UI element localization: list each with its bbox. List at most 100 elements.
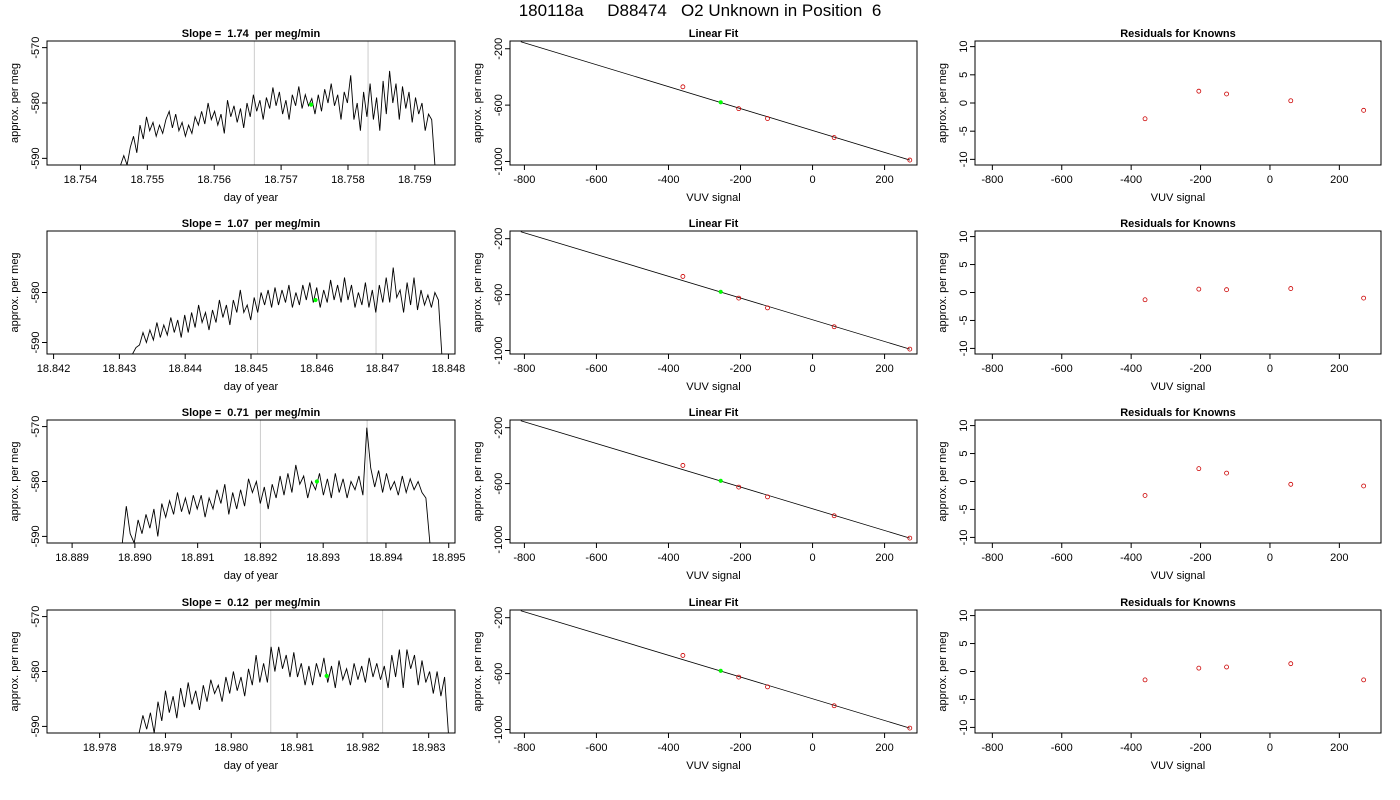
y-tick-label: 5 [958,72,970,78]
y-tick-label: -200 [493,38,505,60]
x-tick-label: -600 [585,552,607,564]
plot-frame [46,419,456,544]
data-point [736,106,742,112]
x-tick-label: 0 [1267,363,1273,375]
x-axis-label: VUV signal [1151,760,1205,772]
data-point [1142,493,1148,498]
panel-title: Residuals for Knowns [1120,597,1236,609]
y-axis-label: approx. per meg [9,441,21,521]
data-point [680,84,686,90]
data-point [907,725,913,731]
panel-2-2: -800 -600 -400 -200 0 200 -10 -5 0 5 10 Residuals f… [937,407,1382,582]
data-point [680,274,686,279]
panel-3-1: -800 -600 -400 -200 0 200 -1000 -600 -200 Linear … [472,597,918,772]
y-tick-label: 0 [958,289,970,295]
x-tick-label: -200 [729,174,751,186]
unknown-marker [718,668,723,673]
unknown-marker [324,673,329,678]
series-line [121,427,431,543]
x-tick-label: 18.980 [214,742,248,754]
data-point [680,653,686,658]
data-point [907,535,913,541]
data-point [765,305,770,311]
x-tick-label: 18.979 [149,742,183,754]
data-point [1224,91,1229,97]
data-point [1196,286,1202,292]
panel-title: Slope = 0.12 per meg/min [182,597,321,609]
x-tick-label: -400 [1120,363,1142,375]
y-tick-label: 10 [958,230,970,242]
y-tick-label: -590 [30,147,42,169]
data-point [1224,470,1229,476]
plot-frame [509,609,918,734]
plot-frame [46,609,456,734]
panel-title: Linear Fit [689,218,739,230]
unknown-marker [718,478,723,483]
y-tick-label: 5 [958,450,970,456]
x-tick-label: -200 [1190,552,1212,564]
y-axis-label: approx. per meg [9,63,21,143]
x-tick-label: 18.889 [55,552,89,564]
x-tick-label: -600 [585,174,607,186]
x-tick-label: -200 [1190,742,1212,754]
panel-title: Residuals for Knowns [1120,218,1236,230]
y-tick-label: 5 [958,640,970,646]
x-tick-label: 18.755 [130,174,164,186]
y-tick-label: 10 [958,419,970,431]
page-title: 180118a D88474 O2 Unknown in Position 6 [518,1,882,20]
x-tick-label: 18.844 [168,363,202,375]
y-axis-label: approx. per meg [937,631,949,711]
panel-1-2: -800 -600 -400 -200 0 200 -10 -5 0 5 10 Residuals f… [937,218,1382,393]
x-axis-label: day of year [224,381,279,393]
data-point [831,324,837,330]
x-tick-label: -600 [585,742,607,754]
y-tick-label: -10 [958,719,970,735]
x-tick-label: -600 [585,363,607,375]
x-tick-label: 18.983 [412,742,446,754]
x-tick-label: 18.756 [197,174,231,186]
y-tick-label: 0 [958,478,970,484]
panel-title: Linear Fit [689,597,739,609]
x-tick-label: -400 [657,552,679,564]
x-tick-label: 200 [1330,363,1348,375]
y-tick-label: -600 [493,284,505,306]
y-tick-label: -600 [493,663,505,685]
panel-3-2: -800 -600 -400 -200 0 200 -10 -5 0 5 10 Residuals f… [937,597,1382,772]
data-point [1288,98,1294,104]
x-tick-label: 18.843 [103,363,137,375]
data-point [1196,466,1202,472]
x-tick-label: -200 [729,552,751,564]
data-point [1224,664,1229,670]
data-point [1224,287,1229,293]
x-axis-label: day of year [224,760,279,772]
x-axis-label: VUV signal [1151,381,1205,393]
y-tick-label: -580 [30,660,42,682]
unknown-marker [314,479,320,484]
y-tick-label: -570 [30,37,42,59]
panel-2-0: 18.889 18.890 18.891 18.892 18.893 18.894 18.8… [9,407,466,582]
data-point [1361,677,1367,683]
x-tick-label: -200 [729,363,751,375]
y-tick-label: -600 [493,473,505,495]
unknown-marker [718,100,723,105]
y-axis-label: approx. per meg [937,441,949,521]
y-tick-label: -10 [958,151,970,167]
x-tick-label: 200 [1330,742,1348,754]
x-tick-label: 200 [875,174,893,186]
x-axis-label: VUV signal [686,760,740,772]
panel-title: Linear Fit [689,28,739,40]
x-tick-label: -400 [657,363,679,375]
y-tick-label: -570 [30,606,42,628]
x-tick-label: 18.895 [432,552,466,564]
x-tick-label: -400 [1120,174,1142,186]
x-tick-label: -800 [513,742,535,754]
x-tick-label: 0 [809,174,815,186]
y-tick-label: -1000 [493,525,505,553]
x-tick-label: 18.847 [366,363,400,375]
x-tick-label: -200 [1190,363,1212,375]
x-tick-label: 18.757 [264,174,298,186]
x-tick-label: -800 [513,363,535,375]
y-tick-label: -1000 [493,715,505,743]
x-tick-label: -600 [1051,552,1073,564]
panel-title: Slope = 0.71 per meg/min [182,407,321,419]
